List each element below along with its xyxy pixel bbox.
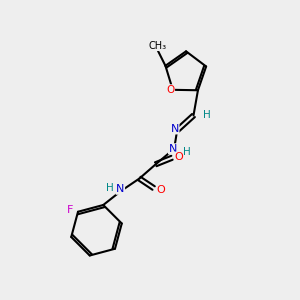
- Text: CH₃: CH₃: [149, 40, 167, 50]
- Text: H: H: [183, 147, 190, 158]
- Text: F: F: [67, 205, 73, 215]
- Text: H: H: [106, 183, 113, 193]
- Text: N: N: [171, 124, 179, 134]
- Text: O: O: [157, 184, 166, 194]
- Text: O: O: [174, 152, 183, 162]
- Text: N: N: [116, 184, 124, 194]
- Text: H: H: [203, 110, 211, 120]
- Text: O: O: [166, 85, 175, 95]
- Text: N: N: [169, 144, 177, 154]
